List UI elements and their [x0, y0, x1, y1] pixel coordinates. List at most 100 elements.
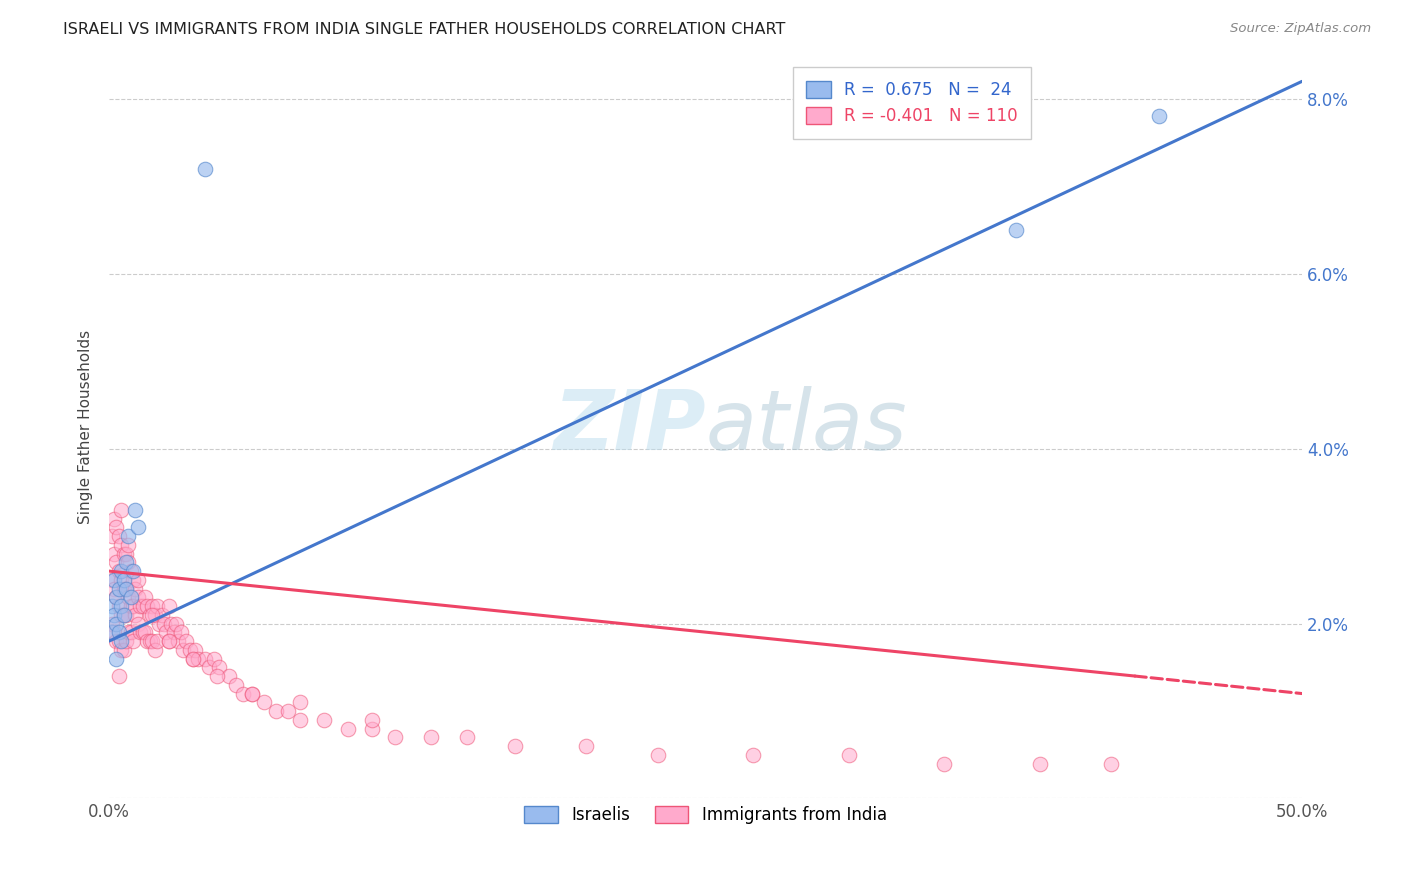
Point: [240, 687, 263, 701]
Point: [157, 634, 180, 648]
Point: [107, 599, 129, 613]
Point: [105, 651, 128, 665]
Point: [107, 564, 129, 578]
Point: [277, 704, 299, 718]
Point: [124, 582, 146, 596]
Point: [122, 599, 145, 613]
Point: [179, 643, 201, 657]
Point: [208, 660, 231, 674]
Point: [1004, 223, 1026, 237]
Point: [112, 643, 135, 657]
Point: [100, 616, 122, 631]
Point: [107, 625, 129, 640]
Point: [107, 634, 129, 648]
Point: [105, 591, 128, 605]
Point: [134, 591, 156, 605]
Point: [194, 651, 217, 665]
Point: [384, 731, 406, 745]
Point: [127, 616, 149, 631]
Point: [110, 538, 132, 552]
Point: [112, 582, 135, 596]
Point: [122, 634, 145, 648]
Point: [115, 607, 138, 622]
Point: [1028, 756, 1050, 771]
Point: [218, 669, 240, 683]
Point: [129, 625, 152, 640]
Point: [288, 713, 311, 727]
Point: [181, 651, 204, 665]
Point: [360, 713, 382, 727]
Point: [194, 161, 217, 176]
Point: [120, 591, 142, 605]
Point: [157, 634, 180, 648]
Point: [288, 695, 311, 709]
Point: [122, 564, 145, 578]
Point: [336, 722, 359, 736]
Point: [146, 599, 169, 613]
Point: [264, 704, 287, 718]
Point: [110, 573, 132, 587]
Point: [150, 607, 173, 622]
Point: [1099, 756, 1122, 771]
Point: [155, 625, 177, 640]
Text: Source: ZipAtlas.com: Source: ZipAtlas.com: [1230, 22, 1371, 36]
Point: [420, 731, 443, 745]
Point: [170, 625, 193, 640]
Point: [115, 547, 138, 561]
Point: [105, 591, 128, 605]
Point: [160, 616, 183, 631]
Point: [157, 599, 180, 613]
Point: [110, 643, 132, 657]
Point: [838, 747, 860, 762]
Point: [115, 555, 138, 569]
Point: [184, 643, 207, 657]
Point: [127, 573, 149, 587]
Point: [136, 634, 159, 648]
Point: [100, 573, 122, 587]
Point: [124, 503, 146, 517]
Point: [253, 695, 276, 709]
Point: [202, 651, 225, 665]
Point: [141, 607, 163, 622]
Point: [647, 747, 669, 762]
Point: [115, 582, 138, 596]
Point: [110, 599, 132, 613]
Point: [205, 669, 228, 683]
Point: [117, 555, 139, 569]
Point: [115, 634, 138, 648]
Point: [110, 564, 132, 578]
Point: [103, 573, 125, 587]
Point: [105, 616, 128, 631]
Point: [360, 722, 382, 736]
Point: [120, 625, 142, 640]
Text: ISRAELI VS IMMIGRANTS FROM INDIA SINGLE FATHER HOUSEHOLDS CORRELATION CHART: ISRAELI VS IMMIGRANTS FROM INDIA SINGLE …: [63, 22, 786, 37]
Point: [143, 607, 166, 622]
Point: [110, 634, 132, 648]
Point: [1147, 109, 1170, 123]
Point: [120, 599, 142, 613]
Point: [112, 547, 135, 561]
Point: [503, 739, 526, 753]
Point: [153, 616, 176, 631]
Point: [141, 634, 163, 648]
Legend: Israelis, Immigrants from India: Israelis, Immigrants from India: [517, 799, 893, 831]
Point: [105, 634, 128, 648]
Point: [112, 607, 135, 622]
Point: [127, 520, 149, 534]
Point: [198, 660, 221, 674]
Point: [122, 573, 145, 587]
Point: [456, 731, 478, 745]
Point: [127, 591, 149, 605]
Point: [139, 634, 162, 648]
Point: [575, 739, 598, 753]
Point: [172, 643, 194, 657]
Point: [167, 634, 190, 648]
Point: [312, 713, 335, 727]
Point: [100, 625, 122, 640]
Point: [117, 538, 139, 552]
Point: [103, 511, 125, 525]
Point: [163, 625, 186, 640]
Point: [103, 625, 125, 640]
Text: atlas: atlas: [706, 386, 907, 467]
Point: [110, 503, 132, 517]
